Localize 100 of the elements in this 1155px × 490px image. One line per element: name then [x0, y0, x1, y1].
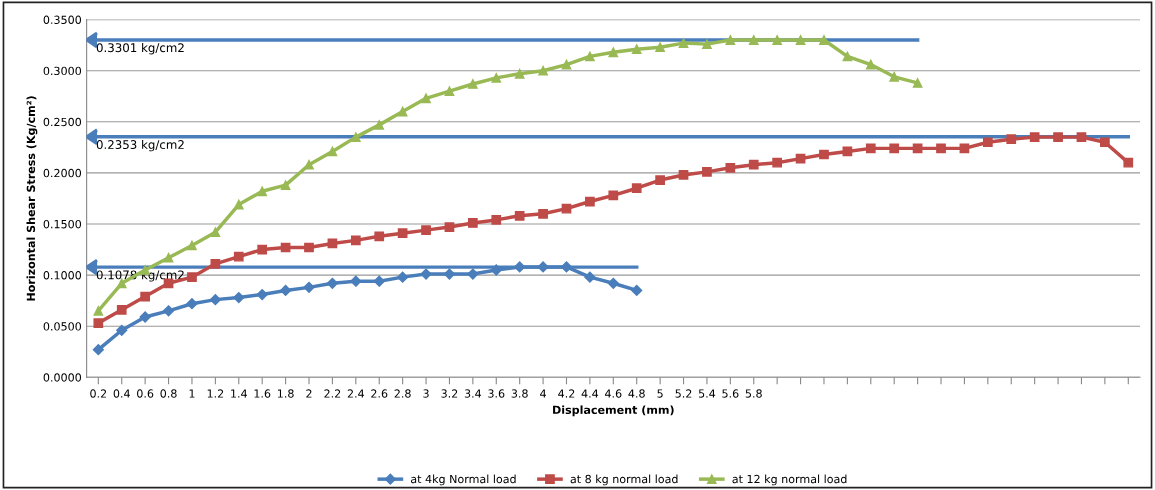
x-tick-label: 3.2	[441, 389, 458, 398]
point	[819, 149, 829, 160]
point	[1123, 157, 1134, 168]
x-tick-label: 4.2	[558, 389, 575, 398]
point	[889, 71, 900, 82]
point	[186, 298, 198, 310]
point	[490, 264, 502, 276]
point	[93, 318, 104, 328]
point	[537, 261, 549, 273]
y-tick-label: 0.0500	[43, 322, 82, 331]
point	[210, 258, 221, 269]
x-tick-label: 2.2	[324, 389, 341, 398]
point	[1100, 137, 1110, 148]
point	[421, 93, 431, 104]
point	[514, 68, 525, 79]
point	[585, 51, 595, 62]
point	[631, 284, 643, 297]
point	[350, 275, 362, 287]
point	[444, 222, 455, 232]
point	[655, 175, 665, 185]
point	[538, 208, 548, 219]
point	[982, 137, 993, 148]
point	[1076, 132, 1087, 142]
x-tick-label: 3.6	[488, 389, 505, 398]
point	[842, 51, 853, 62]
x-tick-label: 2	[306, 389, 312, 398]
point	[1006, 134, 1017, 145]
x-tick-label: 4.4	[581, 389, 599, 398]
point	[467, 218, 478, 228]
y-axis-title: Horizontal Shear Stress (Kg/cm²)	[26, 96, 38, 301]
ref-line-label: 0.2353 kg/cm2	[96, 139, 184, 152]
point	[421, 225, 431, 235]
point	[303, 281, 315, 293]
point	[936, 143, 946, 154]
x-tick-label: 2.8	[394, 389, 411, 398]
point	[678, 170, 689, 180]
x-tick-label: 4.8	[628, 389, 645, 398]
point	[1029, 132, 1040, 142]
point	[92, 344, 104, 356]
point	[748, 159, 759, 170]
point	[374, 231, 385, 242]
point	[256, 288, 268, 301]
point	[140, 291, 151, 302]
point	[631, 44, 642, 55]
x-tick-label: 5.6	[722, 389, 739, 398]
point	[725, 35, 736, 45]
x-tick-label: 2.6	[371, 389, 388, 398]
point	[889, 143, 900, 154]
point	[116, 324, 128, 336]
point	[912, 78, 923, 88]
point	[865, 143, 876, 154]
x-tick-label: 1.4	[231, 389, 247, 398]
x-tick-label: 4.6	[605, 389, 622, 398]
point	[93, 306, 104, 316]
point	[304, 242, 314, 253]
point	[631, 183, 642, 194]
x-axis-title: Displacement (mm)	[553, 405, 674, 417]
point	[373, 275, 385, 287]
point	[795, 35, 806, 45]
point	[819, 35, 829, 45]
y-tick-label: 0.1000	[43, 271, 82, 280]
point	[374, 120, 385, 130]
point	[279, 284, 292, 297]
x-tick-label: 0.2	[90, 389, 107, 398]
point	[210, 227, 221, 238]
point	[397, 271, 409, 283]
x-tick-label: 2.4	[347, 389, 365, 398]
point	[350, 235, 361, 246]
point	[585, 196, 595, 207]
point	[678, 38, 689, 48]
point	[467, 268, 479, 280]
point	[607, 277, 619, 289]
y-tick-label: 0.2000	[43, 168, 82, 178]
x-tick-label: 1.8	[277, 389, 294, 398]
x-tick-label: 3.4	[464, 389, 482, 398]
point	[1053, 132, 1063, 142]
point	[584, 271, 596, 283]
point	[420, 268, 432, 280]
point	[257, 244, 268, 255]
x-tick-label: 5.4	[698, 389, 716, 398]
x-tick-label: 5.2	[675, 389, 692, 398]
point	[561, 203, 572, 214]
x-tick-label: 4	[540, 389, 546, 398]
point	[772, 157, 783, 168]
point	[865, 59, 876, 70]
point	[233, 199, 244, 210]
point	[491, 215, 502, 225]
x-tick-label: 1.2	[207, 389, 224, 398]
point	[725, 162, 736, 173]
x-tick-label: 1.6	[254, 389, 271, 398]
point	[397, 228, 408, 239]
x-tick-label: 0.8	[160, 389, 177, 398]
y-tick-label: 0.3000	[43, 66, 82, 76]
point	[326, 277, 339, 289]
point	[702, 167, 712, 177]
legend-label: at 12 kg normal load	[732, 474, 847, 486]
point	[514, 210, 525, 221]
x-tick-label: 5.8	[745, 389, 762, 398]
y-tick-label: 0.3500	[43, 15, 82, 24]
point	[397, 106, 408, 117]
